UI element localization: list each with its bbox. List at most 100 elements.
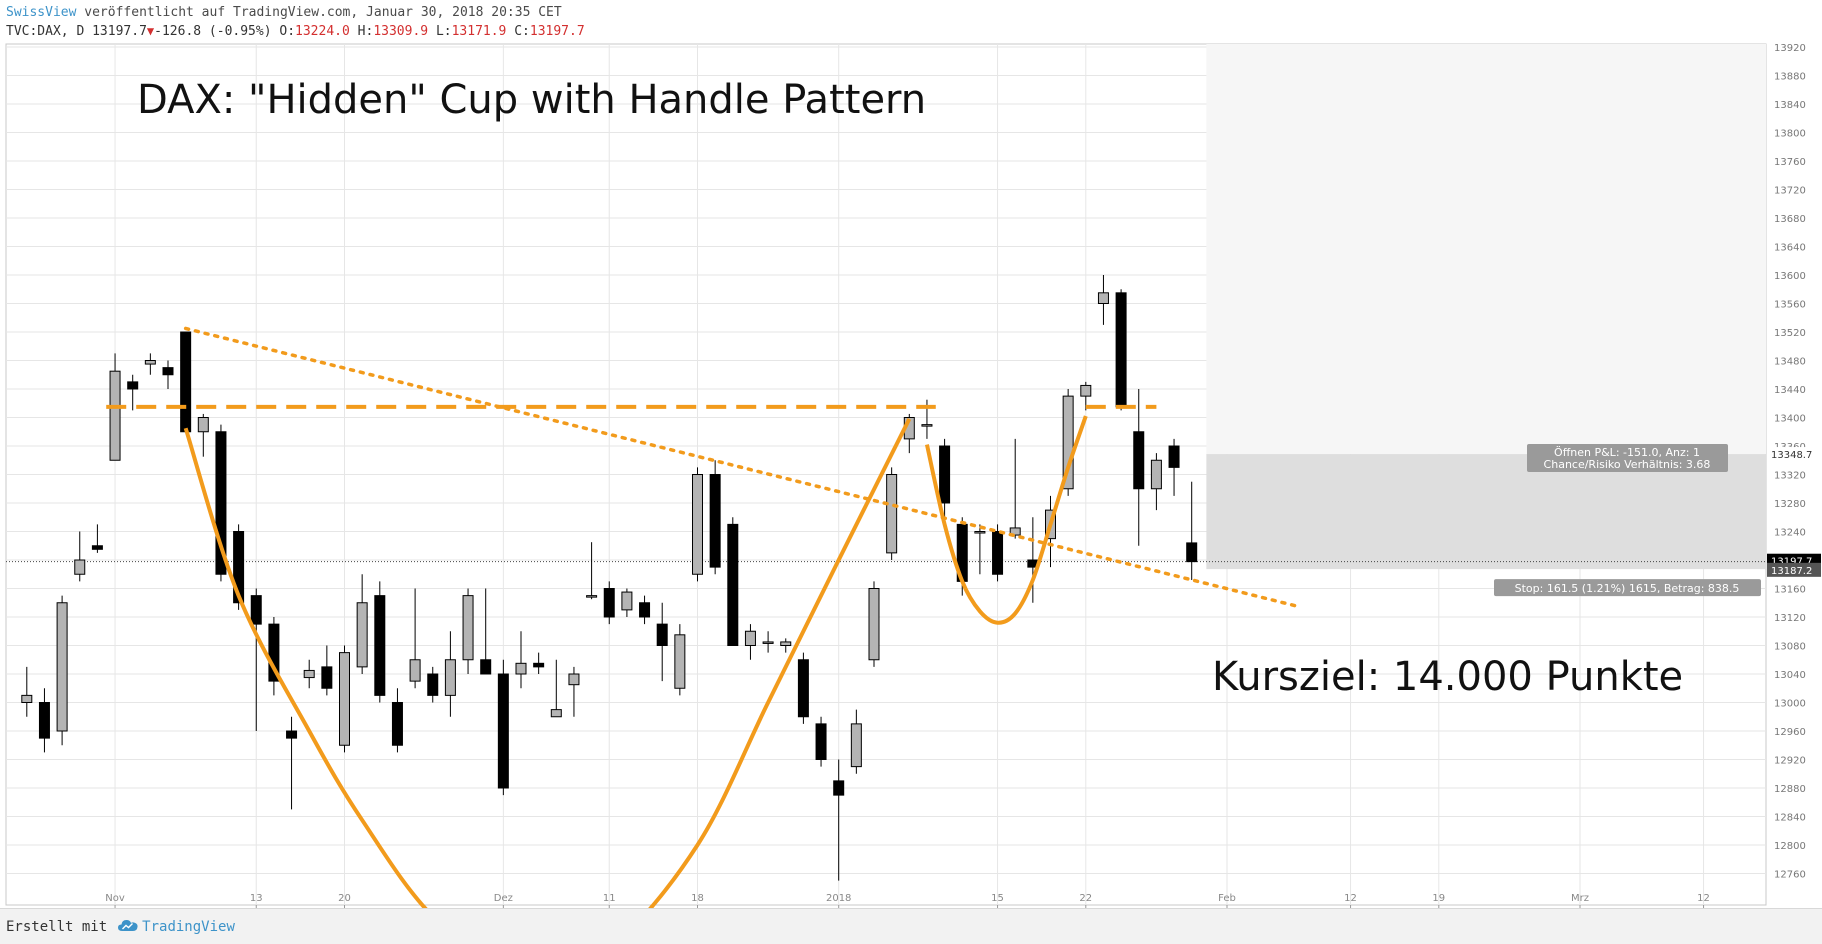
candle-bull [74, 559, 86, 575]
author-link[interactable]: SwissView [6, 5, 77, 20]
pattern-overlay-layer[interactable] [106, 326, 1300, 908]
candle-bull [886, 474, 898, 554]
candle-bull [515, 662, 527, 675]
candle-bull [56, 602, 68, 732]
stop-info-box [1494, 579, 1761, 597]
position-info-box [1527, 444, 1728, 473]
handle-curve [924, 415, 1088, 625]
candle-bull [780, 641, 792, 646]
y-tick-label: 12960 [1774, 727, 1806, 738]
footer-logo-text[interactable]: TradingView [142, 919, 235, 935]
x-tick-label: 2018 [826, 893, 851, 904]
current-price-tag: 13197.7 [1771, 557, 1812, 568]
entry-price-tag: 13348.7 [1771, 450, 1812, 461]
tradingview-cloud-icon [117, 918, 139, 936]
trend-line [183, 326, 1300, 609]
stop-price-tag-bg [1767, 562, 1821, 577]
candle-bear [215, 431, 227, 575]
candle-bear [797, 659, 809, 718]
candle-bear [180, 331, 192, 433]
candle-bear [233, 531, 245, 604]
chart-header: SwissView veröffentlicht auf TradingView… [0, 0, 1822, 44]
x-tick-label: Nov [105, 893, 125, 904]
candles-layer[interactable] [21, 275, 1198, 881]
cup-curve [183, 418, 912, 908]
candle-bull [974, 531, 986, 534]
profit-zone [1206, 44, 1766, 455]
y-tick-label: 13840 [1774, 100, 1806, 111]
y-tick-label: 13440 [1774, 385, 1806, 396]
high-value: 13309.9 [373, 24, 429, 39]
candle-bear [656, 623, 668, 646]
candle-bull [674, 634, 686, 689]
y-tick-label: 13000 [1774, 699, 1806, 710]
ohlc-legend: TVC:DAX, D 13197.7▼-126.8 (-0.95%) O:132… [6, 24, 585, 39]
candle-bull [339, 652, 350, 746]
last-price: 13197.7 [92, 24, 147, 39]
high-label: H: [357, 24, 374, 39]
candle-bull [586, 595, 598, 598]
x-tick-label: 19 [1432, 893, 1445, 904]
footer-credit: Erstellt mit TradingView [6, 918, 235, 936]
x-tick-label: Mrz [1571, 893, 1589, 904]
candle-bear [268, 623, 280, 682]
y-tick-label: 13160 [1774, 585, 1806, 596]
x-tick-label: Feb [1218, 893, 1236, 904]
x-tick-label: 22 [1079, 893, 1092, 904]
y-tick-label: 13600 [1774, 271, 1806, 282]
candle-bull [762, 641, 774, 644]
y-tick-label: 13280 [1774, 499, 1806, 510]
low-value: 13171.9 [451, 24, 507, 39]
candle-bull [692, 474, 703, 575]
candle-bear [727, 523, 739, 646]
price-chart[interactable]: 12760 12800 12840 12880 12920 12960 13000 13040… [0, 0, 1822, 908]
x-tick-label: 20 [338, 893, 351, 904]
y-tick-label: 13560 [1774, 300, 1806, 311]
symbol-label[interactable]: TVC:DAX, D [6, 24, 85, 39]
candle-bull [1150, 459, 1162, 490]
y-tick-label: 13760 [1774, 157, 1806, 168]
y-tick-label: 13920 [1774, 43, 1806, 54]
candle-bull [1097, 292, 1109, 304]
y-tick-label: 13040 [1774, 670, 1806, 681]
x-tick-label: 18 [691, 893, 704, 904]
close-label: C: [514, 24, 530, 39]
candle-bull [1062, 395, 1074, 490]
candle-bear [286, 730, 298, 739]
candle-bull [462, 595, 474, 661]
y-tick-label: 13080 [1774, 642, 1806, 653]
y-tick-label: 13880 [1774, 72, 1806, 83]
footer-made-with: Erstellt mit [6, 919, 108, 935]
x-tick-label: 12 [1697, 893, 1710, 904]
open-label: O: [279, 24, 296, 39]
candle-bear [480, 659, 492, 675]
y-tick-label: 13640 [1774, 243, 1806, 254]
candle-bull [568, 673, 580, 686]
y-tick-label: 12800 [1774, 841, 1806, 852]
candle-bull [197, 417, 209, 433]
loss-zone [1206, 454, 1766, 570]
axes-layer: 12760 12800 12840 12880 12920 12960 13000 13040… [105, 43, 1806, 908]
y-tick-label: 13400 [1774, 414, 1806, 425]
candle-bear [1186, 542, 1198, 563]
y-tick-label: 13800 [1774, 129, 1806, 140]
candle-bear [939, 445, 951, 504]
price-change: -126.8 (-0.95%) [154, 24, 272, 39]
x-tick-label: Dez [494, 893, 513, 904]
candle-bear [992, 531, 1004, 575]
candle-bear [497, 673, 509, 789]
candle-bull [356, 602, 368, 668]
candle-bear [1133, 431, 1145, 490]
chart-title: DAX: "Hidden" Cup with Handle Pattern [137, 77, 926, 123]
price-target-annotation: Kursziel: 14.000 Punkte [1212, 654, 1683, 700]
y-tick-label: 13240 [1774, 528, 1806, 539]
x-tick-label: 13 [250, 893, 263, 904]
candle-bear [91, 545, 103, 550]
stop-info-label: Stop: 161.5 (1.21%) 1615, Betrag: 838.5 [1515, 582, 1740, 595]
candle-bear [533, 662, 545, 668]
candle-bull [303, 669, 315, 679]
publish-info: SwissView veröffentlicht auf TradingView… [6, 5, 562, 20]
y-tick-label: 13680 [1774, 214, 1806, 225]
candle-bull [550, 709, 562, 718]
x-tick-label: 15 [991, 893, 1004, 904]
